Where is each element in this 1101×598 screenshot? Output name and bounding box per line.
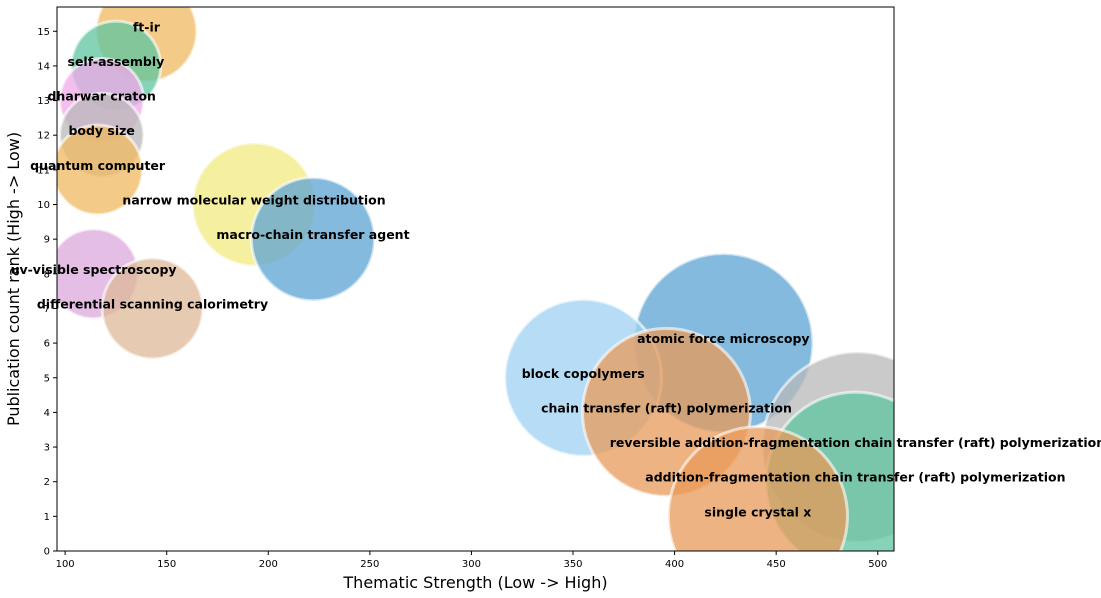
x-tick-label: 500 <box>868 559 887 570</box>
y-tick-label: 11 <box>37 165 50 176</box>
y-tick-label: 1 <box>44 512 50 523</box>
bubble-label-narrow-molecular-weight-distribution: narrow molecular weight distribution <box>122 193 385 208</box>
y-tick-label: 3 <box>44 443 50 454</box>
bubble-label-body-size: body size <box>68 123 134 138</box>
bubble-label-dharwar-craton: dharwar craton <box>47 89 155 104</box>
x-tick-label: 100 <box>56 559 75 570</box>
x-tick-label: 200 <box>259 559 278 570</box>
bubble-quantum-computer <box>57 123 144 217</box>
bubble-label-addition-fragmentation-chain-transfer-raft-polymerization: addition-fragmentation chain transfer (r… <box>645 470 1065 485</box>
bubble-label-uv-visible-spectroscopy: uv-visible spectroscopy <box>11 262 177 277</box>
y-tick-label: 12 <box>37 131 50 142</box>
bubble-differential-scanning-calorimetry <box>100 256 205 361</box>
y-tick-label: 14 <box>37 61 50 72</box>
y-tick-label: 10 <box>37 200 50 211</box>
x-axis: 100 150 200 250 300 350 400 450 500 <box>56 551 887 570</box>
bubble-label-chain-transfer-raft-polymerization: chain transfer (raft) polymerization <box>541 400 792 415</box>
y-tick-label: 9 <box>44 235 50 246</box>
y-tick-label: 2 <box>44 477 50 488</box>
x-tick-label: 150 <box>157 559 176 570</box>
bubble-single-crystal-x <box>666 425 849 551</box>
bubble-label-layer: ft-ir self-assembly dharwar craton body siz… <box>11 19 1101 519</box>
plot-frame <box>56 6 895 552</box>
y-tick-label: 15 <box>37 27 50 38</box>
bubble-label-ft-ir: ft-ir <box>133 19 161 34</box>
y-tick-label: 4 <box>44 408 50 419</box>
y-tick-label: 0 <box>44 547 50 558</box>
bubble-label-single-crystal-x: single crystal x <box>704 504 811 519</box>
bubble-label-reversible-addition-fragmentation-chain-transfer-raft-polymerization: reversible addition-fragmentation chain … <box>610 435 1101 450</box>
y-tick-label: 5 <box>44 373 50 384</box>
y-tick-label: 8 <box>44 269 50 280</box>
x-tick-label: 450 <box>767 559 786 570</box>
bubble-label-macro-chain-transfer-agent: macro-chain transfer agent <box>216 227 409 242</box>
x-tick-label: 250 <box>360 559 379 570</box>
x-tick-label: 300 <box>462 559 481 570</box>
bubble-layer <box>57 7 894 551</box>
y-tick-label: 13 <box>37 96 50 107</box>
bubble-label-quantum-computer: quantum computer <box>30 158 166 173</box>
bubble-label-differential-scanning-calorimetry: differential scanning calorimetry <box>37 296 268 311</box>
bubble-label-block-copolymers: block copolymers <box>522 366 645 381</box>
y-tick-label: 6 <box>44 339 50 350</box>
bubble-label-atomic-force-microscopy: atomic force microscopy <box>637 331 810 346</box>
y-axis-title: Publication count rank (High -> Low) <box>4 132 23 426</box>
x-tick-label: 350 <box>563 559 582 570</box>
bubble-macro-chain-transfer-agent <box>249 176 377 303</box>
bubble-label-self-assembly: self-assembly <box>68 54 165 69</box>
x-axis-title: Thematic Strength (Low -> High) <box>342 573 607 592</box>
x-tick-label: 400 <box>665 559 684 570</box>
y-tick-label: 7 <box>44 304 50 315</box>
